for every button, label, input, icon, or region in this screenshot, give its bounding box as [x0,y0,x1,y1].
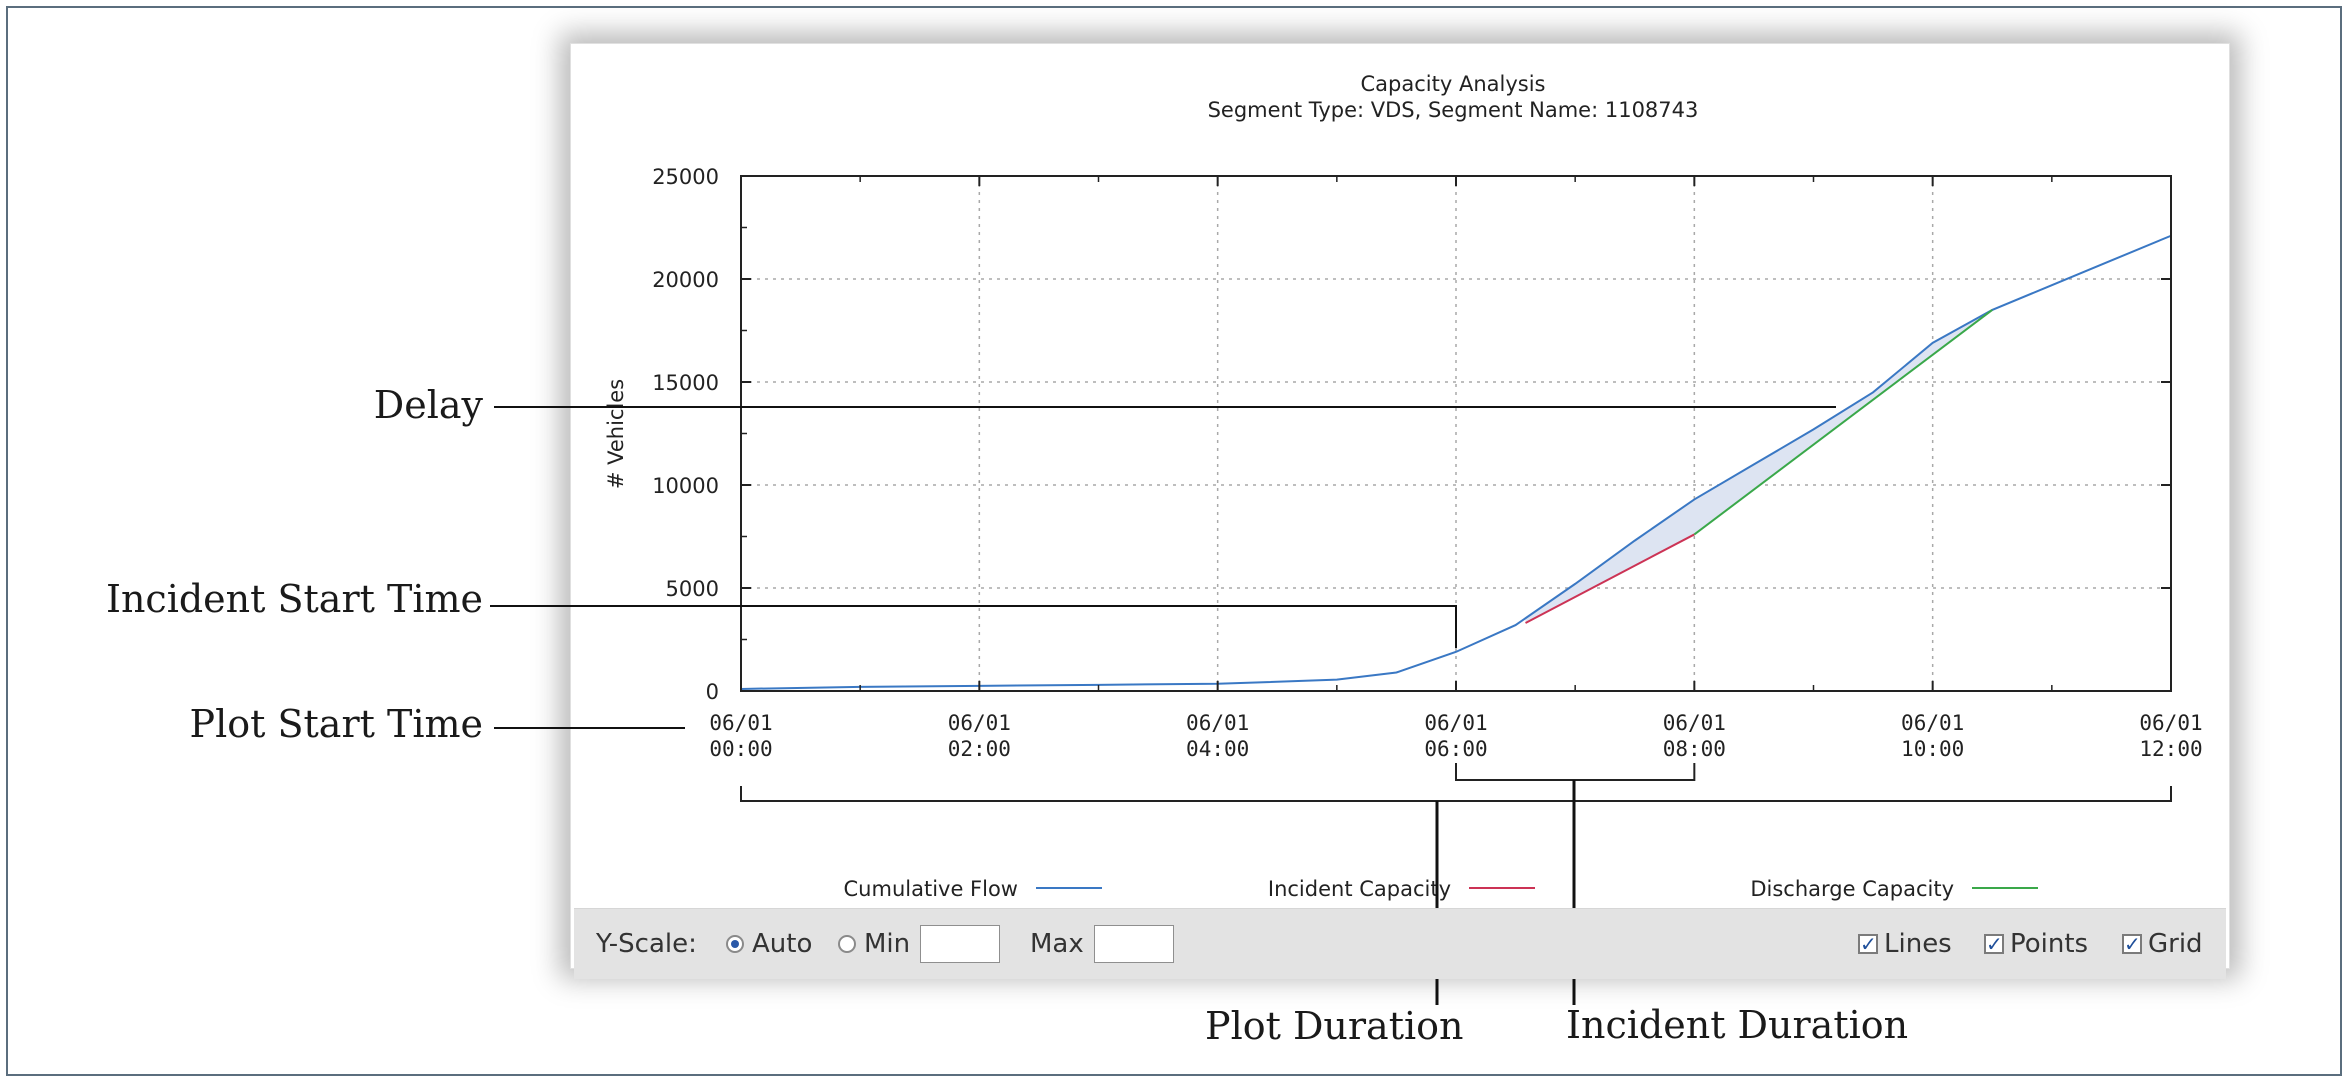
lines-checkbox-option[interactable]: ✓ Lines [1858,909,1952,979]
y-tick-label: 0 [706,680,719,704]
auto-radio-option[interactable]: Auto [726,909,812,979]
min-radio[interactable] [838,935,856,953]
callout-incident-duration: Incident Duration [1566,1003,1909,1047]
series-line-cumulative-flow [740,234,2172,690]
y-axis-label: # Vehicles [604,379,628,489]
min-radio-label: Min [864,929,911,959]
x-tick-label-time: 00:00 [709,737,772,761]
yscale-label-text: Y-Scale: [596,929,697,959]
grid-checkbox-label: Grid [2148,929,2203,959]
y-tick-label: 25000 [652,165,719,189]
x-tick-label-time: 12:00 [2139,737,2202,761]
points-checkbox-label: Points [2010,929,2089,959]
x-tick-label-date: 06/01 [948,711,1011,735]
grid-checkbox-option[interactable]: ✓ Grid [2122,909,2203,979]
incident-duration-bracket [1455,763,1696,781]
yscale-label: Y-Scale: [596,909,697,979]
y-tick-label: 5000 [666,577,719,601]
x-tick-label-time: 10:00 [1901,737,1964,761]
x-tick-label-date: 06/01 [709,711,772,735]
callout-plot-duration: Plot Duration [1205,1004,1464,1048]
x-tick-label-date: 06/01 [1186,711,1249,735]
callout-delay: Delay [373,383,483,427]
x-tick-label-date: 06/01 [1901,711,1964,735]
min-input[interactable] [920,925,1001,963]
y-tick-label: 20000 [652,268,719,292]
series-line-incident-capacity [1525,533,1695,624]
chart-title: Capacity Analysis [1361,72,1546,96]
points-checkbox[interactable]: ✓ [1984,932,2004,956]
x-tick-label-date: 06/01 [2139,711,2202,735]
max-label: Max [1030,929,1084,959]
x-tick-label-time: 04:00 [1186,737,1249,761]
min-radio-option[interactable]: Min [838,909,1001,979]
legend-label: Cumulative Flow [844,877,1018,901]
chart-subtitle: Segment Type: VDS, Segment Name: 1108743 [1208,98,1699,122]
points-checkbox-option[interactable]: ✓ Points [1984,909,2088,979]
x-tick-label-time: 06:00 [1424,737,1487,761]
callout-incident-start-time: Incident Start Time [105,577,483,621]
y-tick-label: 10000 [652,474,719,498]
auto-radio[interactable] [726,935,744,953]
x-tick-label-time: 02:00 [948,737,1011,761]
y-tick-label: 15000 [652,371,719,395]
lines-checkbox-label: Lines [1884,929,1952,959]
max-option: Max [1030,909,1174,979]
x-tick-label-date: 06/01 [1663,711,1726,735]
plot-duration-bracket [740,786,2172,802]
max-input[interactable] [1093,925,1174,963]
grid-checkbox[interactable]: ✓ [2122,932,2142,956]
legend-label: Discharge Capacity [1750,877,1954,901]
legend-label: Incident Capacity [1268,877,1451,901]
callout-plot-start-time: Plot Start Time [189,702,483,746]
delay-shaded-region [1525,309,1993,624]
lines-checkbox[interactable]: ✓ [1858,932,1878,956]
x-tick-label-date: 06/01 [1424,711,1487,735]
outer-frame [6,6,2342,1076]
x-tick-label-time: 08:00 [1663,737,1726,761]
incident-start-leader-line [490,605,1457,648]
chart-controls-bar: Y-Scale: Auto Min Max ✓ Lines ✓ Points ✓… [574,908,2226,979]
series-line-discharge-capacity [1693,309,1993,536]
auto-radio-label: Auto [752,929,813,959]
